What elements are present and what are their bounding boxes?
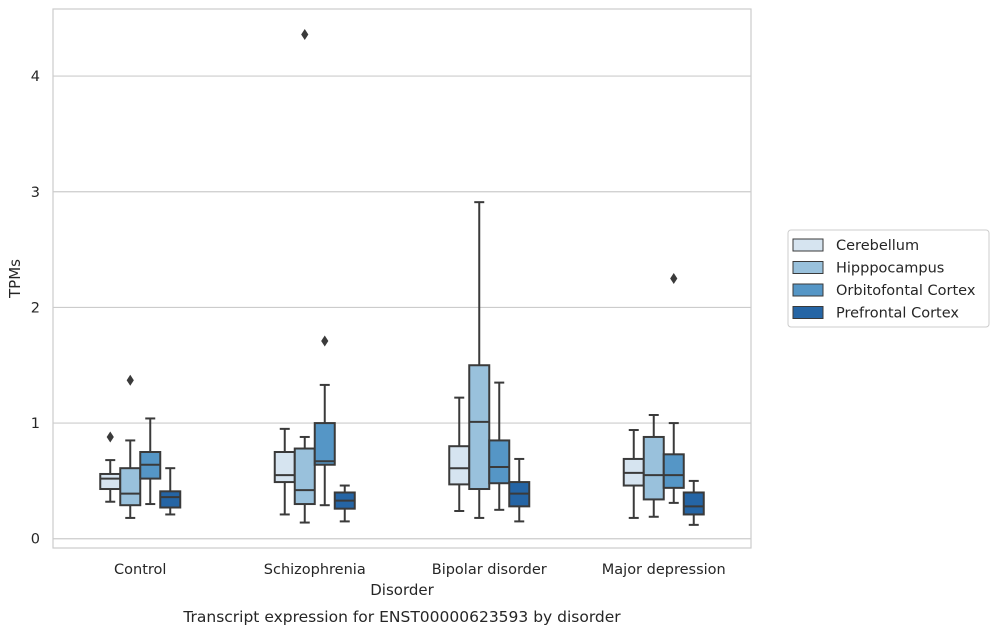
outlier: [321, 335, 329, 347]
chart-title: Transcript expression for ENST0000062359…: [182, 608, 621, 626]
y-axis-label: TPMs: [6, 259, 24, 299]
box-3-0: [622, 429, 645, 519]
x-tick-label: Schizophrenia: [264, 562, 366, 578]
x-axis-label: Disorder: [370, 581, 434, 599]
outlier: [301, 28, 309, 40]
x-tick-label: Major depression: [602, 562, 726, 578]
box-2-2: [488, 381, 511, 511]
box: [662, 453, 685, 489]
legend-label: Hipppocampus: [836, 261, 944, 277]
y-tick-label: 0: [31, 532, 40, 548]
legend-frame: [787, 229, 990, 328]
box-1-0: [273, 427, 296, 516]
box: [159, 490, 182, 509]
x-tick-label: Bipolar disorder: [432, 562, 547, 578]
box-2-0: [448, 396, 471, 512]
box: [99, 472, 122, 491]
box: [448, 445, 471, 486]
legend-label: Cerebellum: [836, 238, 919, 254]
box: [642, 435, 665, 501]
outlier: [126, 374, 134, 386]
y-tick-label: 2: [31, 300, 40, 316]
box-2-3: [508, 457, 531, 523]
box-3-1: [642, 413, 665, 518]
y-tick-label: 4: [31, 69, 40, 85]
y-tick-label: 1: [31, 416, 40, 432]
legend-label: Orbitofontal Cortex: [836, 283, 976, 299]
box-1-3: [333, 484, 356, 523]
box: [119, 467, 142, 507]
legend-swatch: [792, 283, 824, 297]
y-tick-label: 3: [31, 185, 40, 201]
box-0-0: [99, 431, 122, 503]
box-3-2: [662, 273, 685, 504]
box: [313, 422, 336, 466]
box-3-3: [682, 479, 705, 526]
box-0-2: [139, 417, 162, 506]
box: [682, 491, 705, 516]
x-tick-label: Control: [114, 562, 166, 578]
box: [488, 439, 511, 485]
box-0-1: [119, 374, 142, 519]
grid-lines: [53, 75, 751, 540]
box-2-1: [468, 201, 491, 519]
box-0-3: [159, 467, 182, 516]
legend: Cerebellum Hipppocampus Orbitofontal Corte…: [787, 229, 990, 328]
legend-label: Prefrontal Cortex: [836, 306, 959, 322]
legend-swatch: [792, 306, 824, 319]
box: [293, 447, 316, 506]
boxes: [99, 28, 705, 526]
outlier: [106, 431, 114, 443]
box-1-1: [293, 28, 316, 524]
y-ticks: 0 1 2 3 4: [31, 69, 40, 548]
outlier: [670, 273, 678, 284]
x-ticks: Control Schizophrenia Bipolar disorder Majo…: [114, 562, 726, 578]
plot-frame: [52, 8, 752, 549]
legend-swatch: [792, 238, 824, 252]
box-1-2: [313, 335, 336, 507]
box: [468, 364, 491, 491]
legend-swatch: [792, 261, 824, 274]
box: [273, 450, 296, 484]
